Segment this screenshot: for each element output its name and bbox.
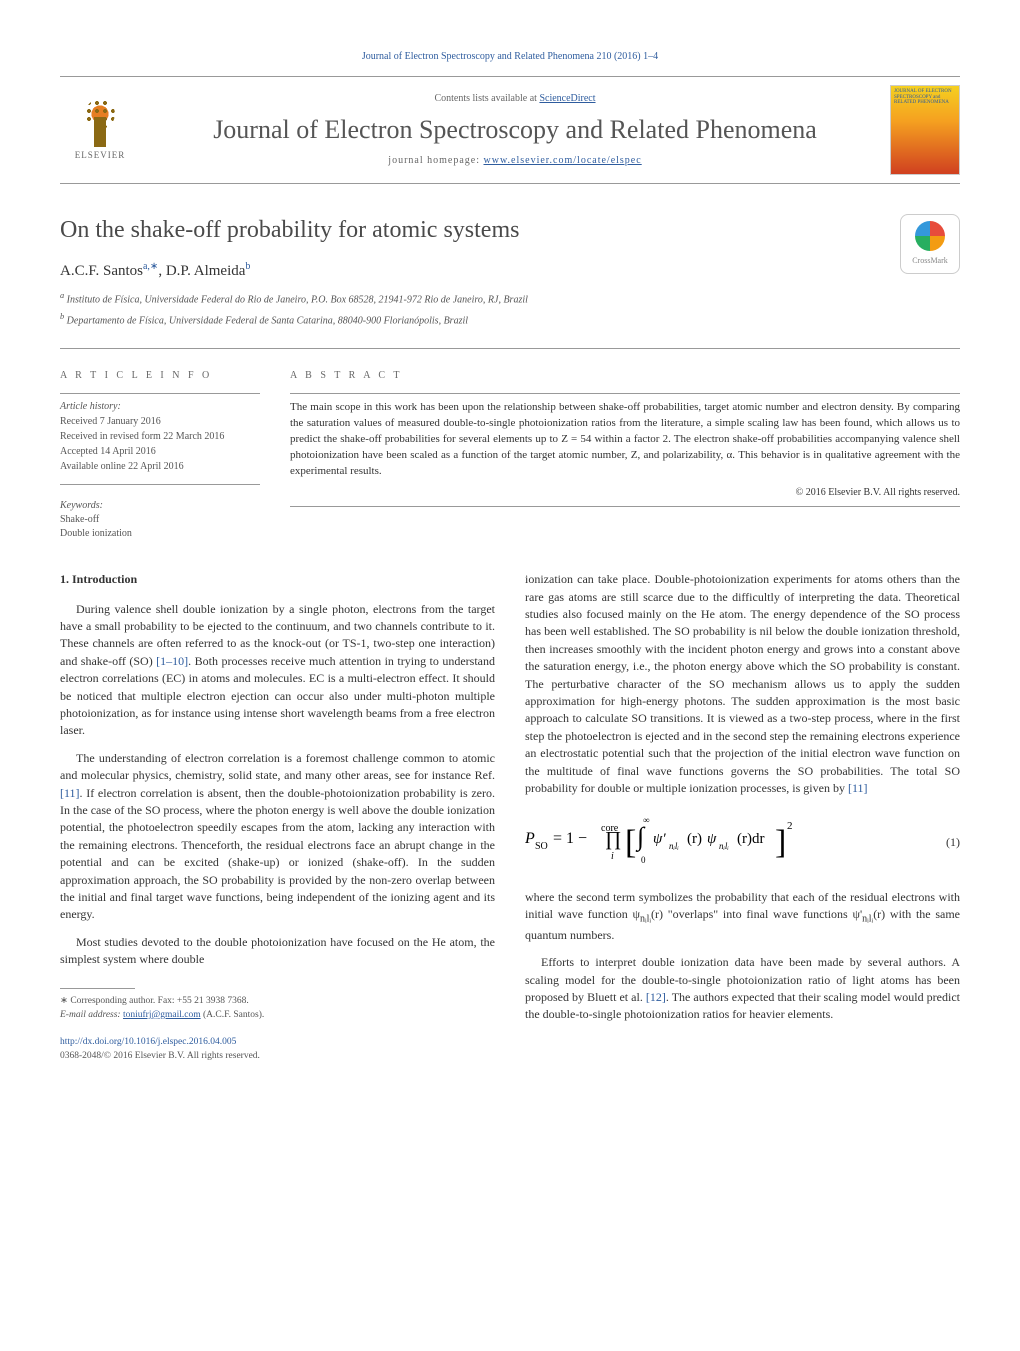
para-5-sub1: nᵢlᵢ bbox=[640, 913, 651, 924]
history-received: Received 7 January 2016 bbox=[60, 415, 260, 429]
svg-text:∞: ∞ bbox=[643, 815, 649, 825]
crossmark-label: CrossMark bbox=[912, 255, 948, 266]
svg-text:(r)dr: (r)dr bbox=[737, 831, 764, 847]
svg-text:[: [ bbox=[625, 824, 636, 861]
svg-text:ψ: ψ bbox=[707, 831, 717, 847]
affil-a-text: Instituto de Física, Universidade Federa… bbox=[67, 294, 528, 305]
svg-text:nᵢlᵢ: nᵢlᵢ bbox=[669, 841, 679, 851]
para-1: During valence shell double ionization b… bbox=[60, 601, 495, 740]
keywords-label: Keywords: bbox=[60, 499, 260, 513]
svg-text:∏: ∏ bbox=[605, 828, 621, 850]
svg-text:nᵢlᵢ: nᵢlᵢ bbox=[719, 841, 729, 851]
issn-copyright: 0368-2048/© 2016 Elsevier B.V. All right… bbox=[60, 1050, 495, 1064]
ref-12[interactable]: [12] bbox=[646, 990, 666, 1004]
equation-1-number: (1) bbox=[946, 834, 960, 851]
homepage-prefix: journal homepage: bbox=[388, 155, 483, 166]
contents-available-line: Contents lists available at ScienceDirec… bbox=[140, 92, 890, 106]
author-2: D.P. Almeida bbox=[166, 263, 246, 279]
divider bbox=[60, 348, 960, 349]
svg-text:ψ′: ψ′ bbox=[653, 831, 666, 847]
section-1-heading: 1. Introduction bbox=[60, 571, 495, 588]
journal-banner: ELSEVIER Contents lists available at Sci… bbox=[60, 76, 960, 184]
email-link[interactable]: toniufrj@gmail.com bbox=[123, 1010, 201, 1020]
svg-text:= 1 −: = 1 − bbox=[553, 830, 587, 847]
svg-text:]: ] bbox=[775, 824, 786, 861]
abstract-heading: a b s t r a c t bbox=[290, 369, 960, 383]
abstract-block: a b s t r a c t The main scope in this w… bbox=[290, 369, 960, 541]
article-title: On the shake-off probability for atomic … bbox=[60, 214, 900, 248]
para-5b: (r) "overlaps" into final wave functions… bbox=[651, 907, 862, 921]
ref-11[interactable]: [11] bbox=[60, 786, 80, 800]
contents-prefix: Contents lists available at bbox=[434, 93, 539, 104]
abstract-divider bbox=[290, 393, 960, 394]
svg-text:P: P bbox=[525, 830, 535, 847]
journal-homepage-line: journal homepage: www.elsevier.com/locat… bbox=[140, 154, 890, 168]
right-column: ionization can take place. Double-photoi… bbox=[525, 571, 960, 1063]
abstract-text: The main scope in this work has been upo… bbox=[290, 400, 960, 480]
affiliation-b: b Departamento de Física, Universidade F… bbox=[60, 311, 900, 328]
affil-b-text: Departamento de Física, Universidade Fed… bbox=[67, 315, 468, 326]
journal-reference: Journal of Electron Spectroscopy and Rel… bbox=[60, 50, 960, 64]
crossmark-icon bbox=[915, 221, 945, 251]
keyword-2: Double ionization bbox=[60, 527, 260, 541]
keyword-1: Shake-off bbox=[60, 513, 260, 527]
svg-text:∫: ∫ bbox=[635, 822, 646, 852]
article-info-heading: a r t i c l e i n f o bbox=[60, 369, 260, 383]
equation-1: P SO = 1 − core ∏ i [ ∫ ∞ 0 ψ′ nᵢlᵢ (r) … bbox=[525, 811, 960, 874]
email-label: E-mail address: bbox=[60, 1010, 123, 1020]
history-accepted: Accepted 14 April 2016 bbox=[60, 445, 260, 459]
para-4a: ionization can take place. Double-photoi… bbox=[525, 572, 960, 795]
para-2b: . If electron correlation is absent, the… bbox=[60, 786, 495, 922]
svg-text:2: 2 bbox=[787, 820, 793, 832]
affil-a-sup: a bbox=[60, 291, 64, 300]
left-column: 1. Introduction During valence shell dou… bbox=[60, 571, 495, 1063]
sciencedirect-link[interactable]: ScienceDirect bbox=[539, 93, 595, 104]
authors-line: A.C.F. Santosa,∗, D.P. Almeidab bbox=[60, 260, 900, 282]
footnote-separator bbox=[60, 988, 135, 989]
equation-svg: P SO = 1 − core ∏ i [ ∫ ∞ 0 ψ′ nᵢlᵢ (r) … bbox=[525, 811, 845, 867]
history-label: Article history: bbox=[60, 400, 260, 414]
publisher-name: ELSEVIER bbox=[75, 149, 126, 162]
svg-text:(r): (r) bbox=[687, 831, 702, 847]
author-2-sup: b bbox=[245, 261, 250, 272]
author-1-sup: a,∗ bbox=[143, 261, 158, 272]
corresponding-author-note: ∗ Corresponding author. Fax: +55 21 3938… bbox=[60, 995, 495, 1008]
para-6: Efforts to interpret double ionization d… bbox=[525, 954, 960, 1024]
affil-b-sup: b bbox=[60, 312, 64, 321]
svg-text:i: i bbox=[611, 851, 614, 862]
para-2a: The understanding of electron correlatio… bbox=[60, 751, 495, 782]
email-who: (A.C.F. Santos). bbox=[201, 1010, 265, 1020]
para-5: where the second term symbolizes the pro… bbox=[525, 889, 960, 945]
ref-1-10[interactable]: [1–10] bbox=[156, 654, 188, 668]
svg-text:0: 0 bbox=[641, 855, 646, 865]
para-4: ionization can take place. Double-photoi… bbox=[525, 571, 960, 797]
crossmark-badge[interactable]: CrossMark bbox=[900, 214, 960, 274]
history-online: Available online 22 April 2016 bbox=[60, 460, 260, 474]
journal-cover-thumbnail: JOURNAL OF ELECTRON SPECTROSCOPY and REL… bbox=[890, 85, 960, 175]
info-divider bbox=[60, 393, 260, 394]
email-line: E-mail address: toniufrj@gmail.com (A.C.… bbox=[60, 1009, 495, 1022]
homepage-link[interactable]: www.elsevier.com/locate/elspec bbox=[484, 155, 642, 166]
para-3: Most studies devoted to the double photo… bbox=[60, 934, 495, 969]
article-info-block: a r t i c l e i n f o Article history: R… bbox=[60, 369, 260, 541]
svg-text:SO: SO bbox=[535, 841, 548, 852]
elsevier-tree-icon bbox=[75, 99, 125, 149]
affiliation-a: a Instituto de Física, Universidade Fede… bbox=[60, 290, 900, 307]
abstract-copyright: © 2016 Elsevier B.V. All rights reserved… bbox=[290, 486, 960, 500]
journal-title: Journal of Electron Spectroscopy and Rel… bbox=[140, 114, 890, 145]
equation-1-math: P SO = 1 − core ∏ i [ ∫ ∞ 0 ψ′ nᵢlᵢ (r) … bbox=[525, 811, 946, 874]
ref-11b[interactable]: [11] bbox=[848, 781, 868, 795]
doi-link[interactable]: http://dx.doi.org/10.1016/j.elspec.2016.… bbox=[60, 1036, 495, 1050]
elsevier-logo: ELSEVIER bbox=[60, 90, 140, 170]
para-2: The understanding of electron correlatio… bbox=[60, 750, 495, 924]
abstract-bottom-divider bbox=[290, 506, 960, 507]
history-revised: Received in revised form 22 March 2016 bbox=[60, 430, 260, 444]
author-1: A.C.F. Santos bbox=[60, 263, 143, 279]
info-divider-2 bbox=[60, 484, 260, 485]
para-5-sub2: nᵢlᵢ bbox=[862, 913, 873, 924]
